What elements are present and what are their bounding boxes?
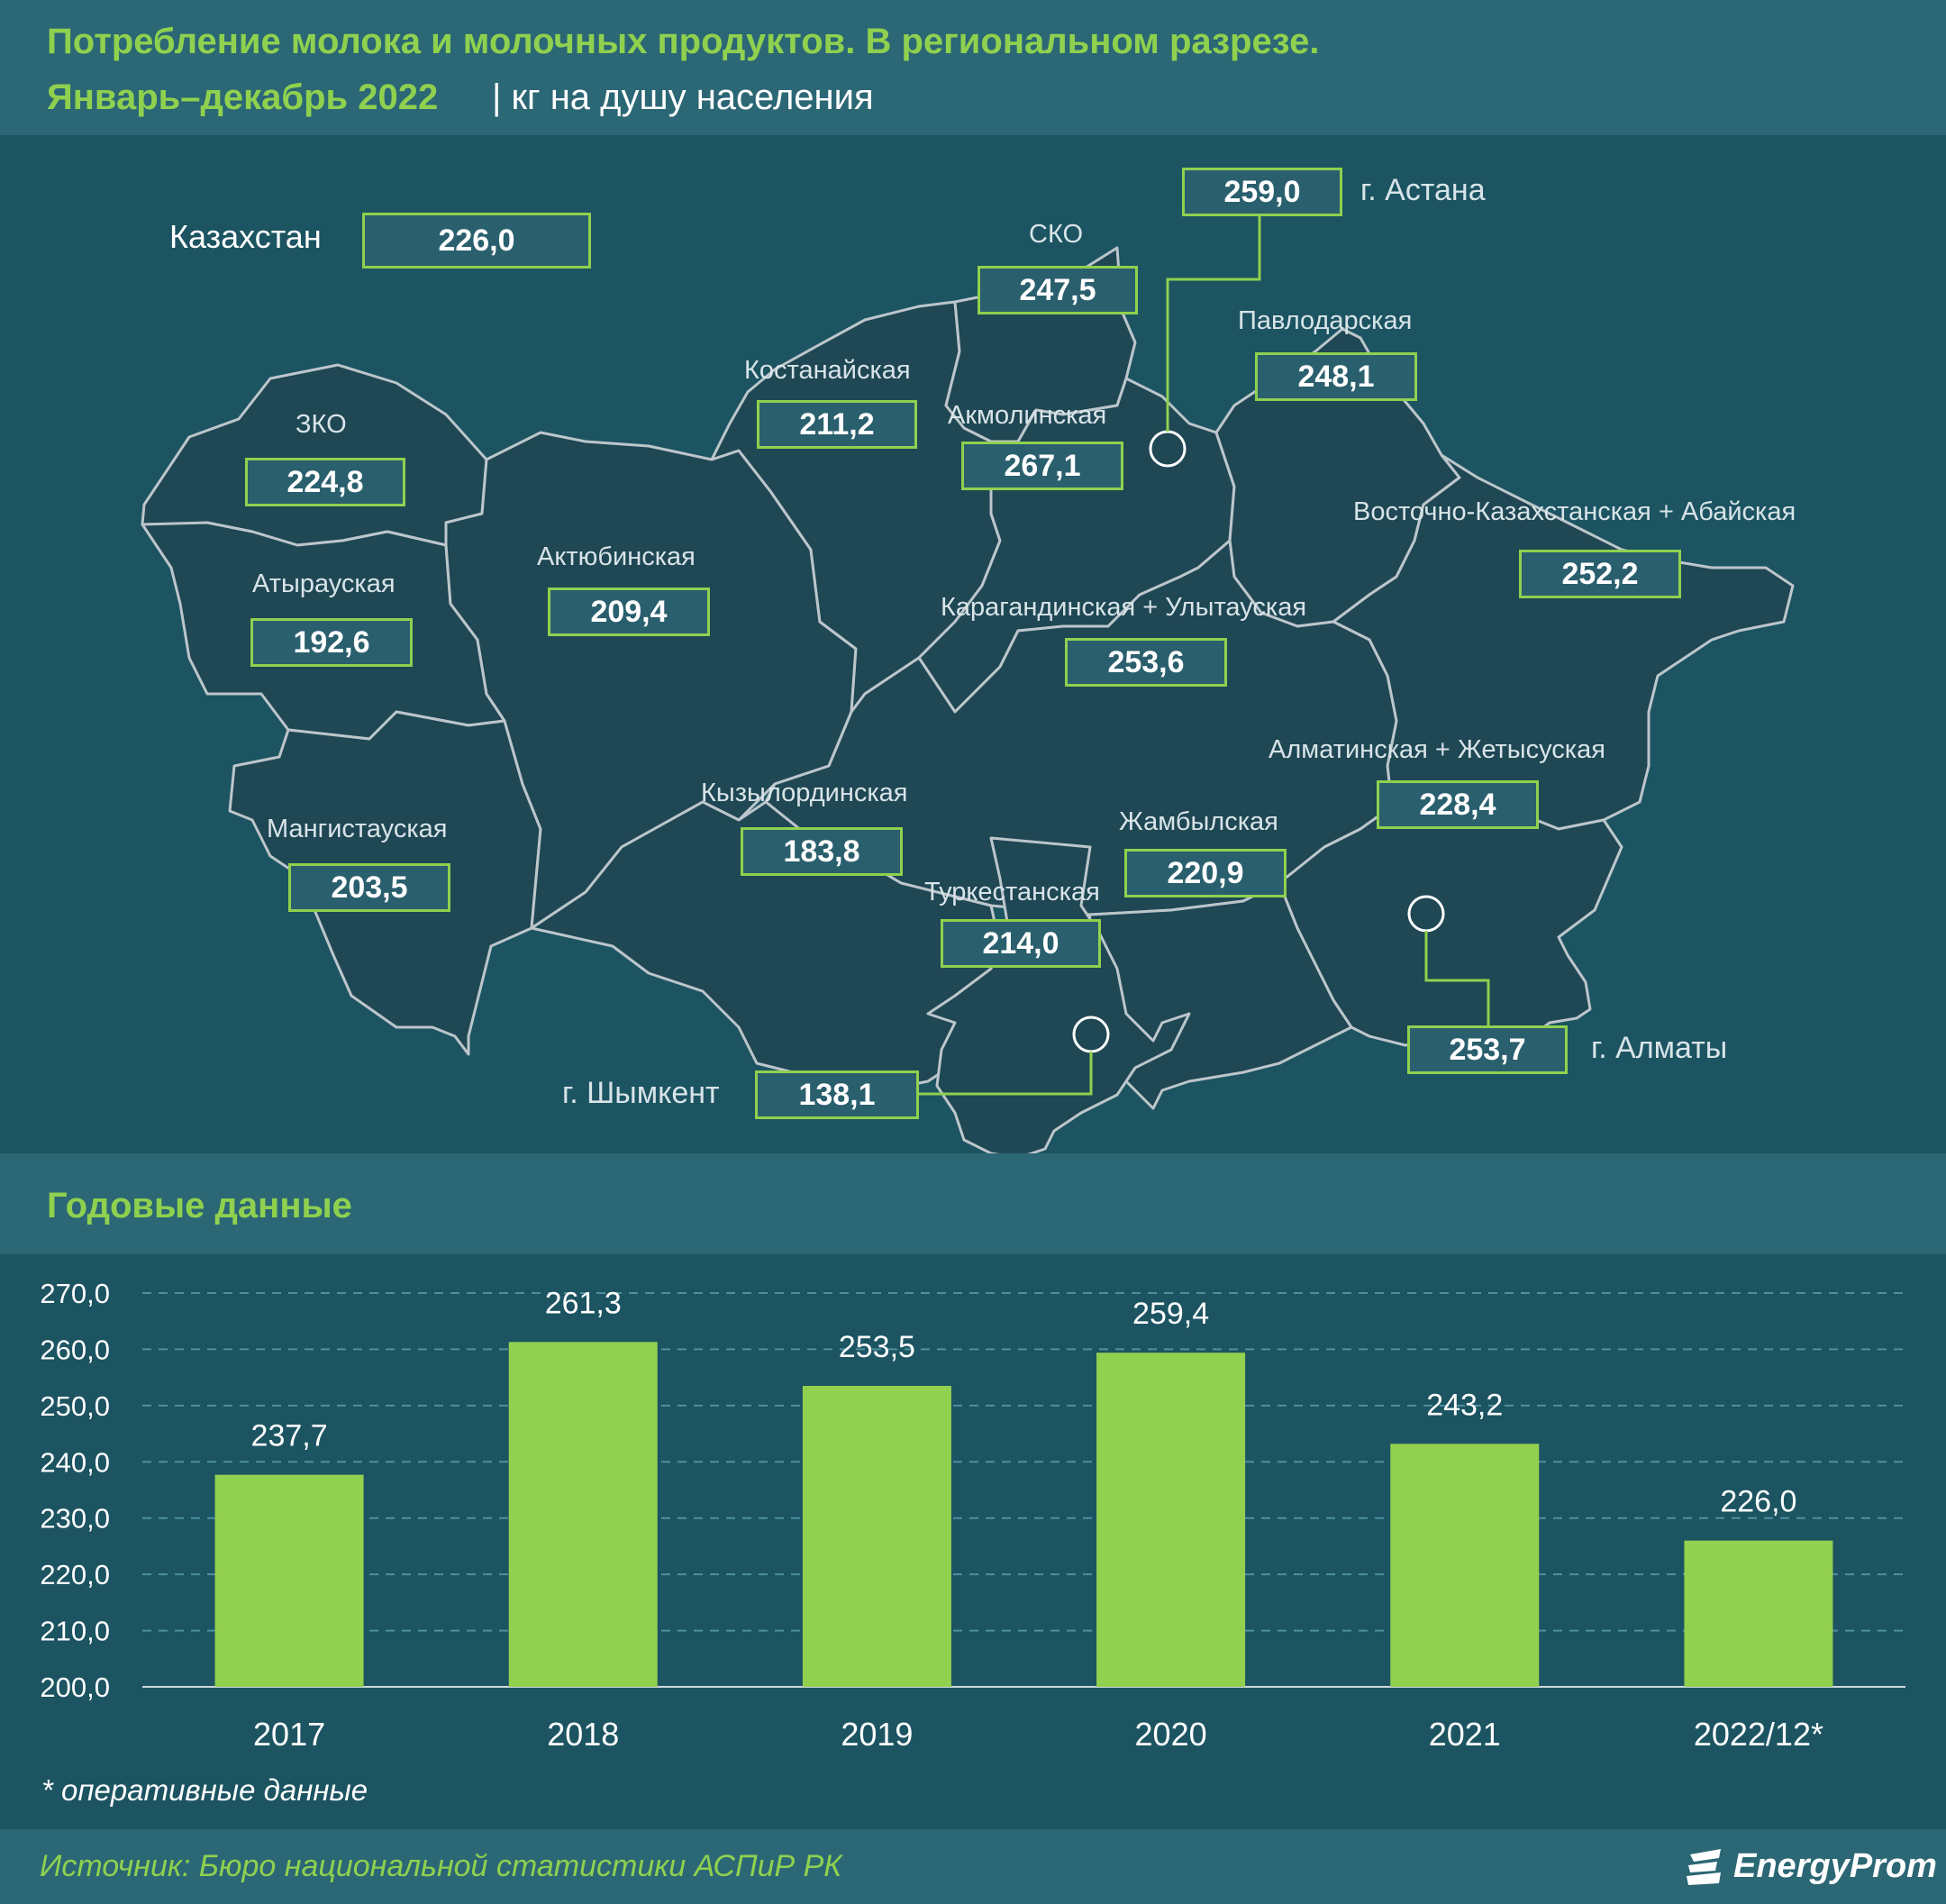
atyrau-value: 192,6	[250, 618, 413, 667]
mangystau-value: 203,5	[288, 863, 450, 912]
x-category-label: 2018	[547, 1716, 619, 1753]
astana-value: 259,0	[1182, 168, 1342, 216]
y-tick-label: 210,0	[40, 1616, 110, 1647]
almaty-leader-line	[1424, 931, 1490, 1028]
almaty-city-label: г. Алматы	[1591, 1031, 1728, 1065]
bar-value-label: 259,4	[1132, 1297, 1209, 1331]
bar-value-label: 261,3	[545, 1286, 622, 1320]
zko-value: 224,8	[245, 458, 405, 506]
footer-band	[0, 1829, 1946, 1904]
header-band	[0, 0, 1946, 135]
vko-label: Восточно-Казахстанская + Абайская	[1353, 497, 1796, 526]
period-label: Январь–декабрь 2022	[47, 77, 439, 117]
sko-value: 247,5	[978, 266, 1138, 314]
bar-2020	[1096, 1353, 1246, 1687]
shymkent-label: г. Шымкент	[562, 1076, 720, 1110]
turkestan-value: 214,0	[941, 919, 1101, 968]
map-panel: Казахстан 226,0 259,0 г. Астана СКО 247,…	[0, 135, 1946, 1153]
pavlodar-label: Павлодарская	[1238, 306, 1413, 335]
karaganda-label: Карагандинская + Улытауская	[941, 593, 1307, 622]
atyrau-label: Атырауская	[252, 569, 396, 598]
y-tick-label: 200,0	[40, 1672, 110, 1703]
energyprom-logo-icon	[1687, 1849, 1721, 1885]
vko-value: 252,2	[1519, 550, 1681, 598]
zhambyl-label: Жамбылская	[1119, 807, 1278, 836]
bar-value-label: 237,7	[251, 1419, 328, 1453]
kazakhstan-value: 226,0	[362, 213, 591, 269]
y-tick-label: 270,0	[40, 1278, 110, 1309]
y-tick-label: 220,0	[40, 1559, 110, 1590]
x-category-label: 2019	[841, 1716, 913, 1753]
astana-leader-line	[1166, 216, 1261, 432]
energyprom-logo: EnergyProm	[1685, 1845, 1937, 1887]
kyzylorda-value: 183,8	[741, 827, 903, 876]
aktobe-label: Актюбинская	[537, 542, 696, 571]
bar-2017	[214, 1474, 364, 1687]
page-title: Потребление молока и молочных продуктов.…	[47, 22, 1320, 61]
bar-value-label: 226,0	[1720, 1485, 1796, 1519]
annual-title: Годовые данные	[47, 1186, 352, 1225]
footnote: * оперативные данные	[41, 1773, 368, 1807]
sko-label: СКО	[1029, 220, 1084, 249]
source-text: Источник: Бюро национальной статистики А…	[40, 1849, 842, 1883]
almaty-city-value: 253,7	[1407, 1025, 1568, 1074]
annual-bar-chart: 200,0 210,0 220,0 230,0 240,0 250,0 260,0 270,0…	[40, 1278, 1905, 1753]
karaganda-value: 253,6	[1065, 638, 1227, 687]
kostanay-value: 211,2	[757, 400, 917, 449]
zko-label: ЗКО	[296, 410, 347, 439]
zhambyl-value: 220,9	[1124, 849, 1287, 897]
bar-2018	[508, 1342, 658, 1687]
y-tick-label: 260,0	[40, 1334, 110, 1365]
x-category-label: 2022/12*	[1694, 1716, 1823, 1753]
kostanay-label: Костанайская	[744, 356, 911, 385]
bar-value-label: 243,2	[1426, 1388, 1503, 1422]
almaty-oblast-value: 228,4	[1377, 780, 1539, 829]
region-shape-zko	[141, 363, 488, 547]
y-tick-label: 230,0	[40, 1503, 110, 1535]
astana-label: г. Астана	[1360, 173, 1486, 207]
unit-label: | кг на душу населения	[492, 77, 874, 117]
y-tick-label: 250,0	[40, 1390, 110, 1422]
shymkent-value: 138,1	[755, 1070, 919, 1119]
x-category-label: 2021	[1429, 1716, 1501, 1753]
bar-202212	[1684, 1540, 1833, 1687]
almaty-oblast-label: Алматинская + Жетысуская	[1269, 735, 1605, 764]
mangystau-label: Мангистауская	[267, 815, 448, 843]
aktobe-value: 209,4	[548, 588, 710, 636]
x-category-label: 2017	[253, 1716, 325, 1753]
x-category-label: 2020	[1135, 1716, 1207, 1753]
bar-2021	[1390, 1444, 1540, 1687]
bar-2019	[802, 1386, 951, 1687]
bar-value-label: 253,5	[839, 1330, 915, 1364]
kazakhstan-label: Казахстан	[169, 218, 322, 255]
kyzylorda-label: Кызылординская	[701, 779, 908, 807]
akmola-value: 267,1	[961, 442, 1123, 490]
y-tick-label: 240,0	[40, 1446, 110, 1478]
annual-header-band	[0, 1153, 1946, 1254]
akmola-label: Акмолинская	[948, 401, 1107, 430]
logo-text: EnergyProm	[1733, 1846, 1937, 1885]
shymkent-leader-line	[919, 1052, 1093, 1096]
region-shape-turkestan	[926, 836, 1191, 1153]
turkestan-label: Туркестанская	[924, 878, 1100, 906]
pavlodar-value: 248,1	[1255, 352, 1417, 401]
